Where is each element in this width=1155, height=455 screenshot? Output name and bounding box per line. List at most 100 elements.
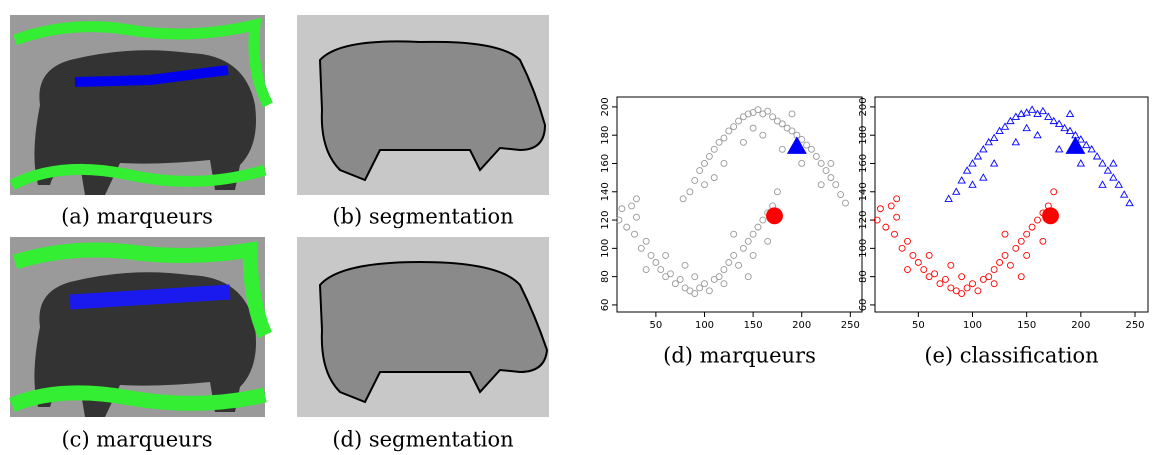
point [766,207,783,225]
caption: (e) classification [924,344,1098,368]
point [969,280,976,288]
y-tick-label: 140 [600,182,611,201]
point [1050,188,1058,196]
point [632,195,640,203]
point [817,181,825,189]
point [691,273,699,281]
point [963,284,971,292]
y-tick-label: 160 [858,154,869,173]
point [715,273,723,281]
point [1017,109,1026,118]
point [705,287,713,295]
y-tick-label: 80 [858,270,869,283]
point [759,216,767,224]
point [1103,166,1113,174]
point [1098,159,1107,167]
point [873,216,881,224]
point [701,160,708,167]
point [812,152,820,160]
point [1027,105,1037,113]
point [989,133,999,142]
caption: (d) marqueurs [663,344,816,368]
point [1076,159,1086,167]
point [1044,112,1053,120]
point [1054,144,1064,153]
point [615,216,623,224]
point [735,261,742,269]
point [957,176,966,184]
point [744,273,752,281]
point [817,160,825,167]
point [686,188,694,196]
point [1022,123,1031,132]
point [652,259,660,266]
point [936,280,944,288]
point [691,177,699,184]
point [1028,223,1036,231]
point [837,191,845,199]
point [958,273,966,281]
y-tick-label: 60 [600,299,611,312]
point [720,160,728,167]
point [696,167,704,175]
x-tick-label: 150 [744,320,763,331]
x-tick-label: 200 [1071,320,1090,331]
caption: (b) segmentation [332,205,513,229]
point [990,280,998,288]
point [1109,173,1118,181]
x-tick-label: 250 [841,320,860,331]
point [925,251,933,259]
point [1006,116,1015,125]
point [739,138,747,146]
point [754,106,762,114]
point [1042,207,1059,225]
point [744,110,752,118]
y-tick-label: 120 [858,211,869,230]
point [1060,123,1069,132]
point [909,251,917,259]
point [968,159,977,167]
point [1065,109,1075,118]
point [979,276,987,283]
point [1082,140,1091,149]
point [696,284,704,292]
photo-a [9,15,273,195]
point [968,180,977,188]
point [681,261,689,269]
point [989,159,999,167]
caption: (d) segmentation [332,428,513,452]
point [657,266,665,274]
y-tick-label: 120 [600,211,611,230]
plot-frame [874,96,1149,313]
x-tick-label: 200 [792,320,811,331]
point [1119,190,1129,198]
point [914,259,922,266]
point [676,276,684,283]
point [701,181,708,189]
point [1065,136,1086,154]
point [1001,230,1009,238]
point [822,167,830,175]
y-tick-label: 200 [858,97,869,116]
point [749,124,757,132]
point [1017,273,1025,281]
point [1087,144,1096,153]
point [701,280,708,288]
point [715,138,723,146]
point [1006,261,1014,269]
point [778,120,786,128]
point [1001,251,1009,259]
photo-d [297,237,549,417]
point [952,287,960,295]
point [637,244,645,252]
point [995,126,1004,134]
point [952,187,961,195]
point [893,195,901,203]
point [764,237,772,245]
point [671,280,679,288]
point [786,136,807,154]
photo-b [297,15,549,195]
caption: (c) marqueurs [61,428,212,452]
point [764,107,772,115]
point [827,160,835,167]
